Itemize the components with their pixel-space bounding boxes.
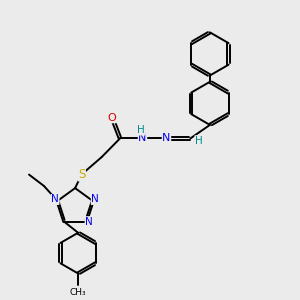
Text: CH₃: CH₃ <box>70 289 86 298</box>
Text: H: H <box>195 136 203 146</box>
Text: N: N <box>85 217 93 227</box>
Text: S: S <box>78 168 85 181</box>
Text: N: N <box>51 194 59 205</box>
Text: N: N <box>162 134 171 143</box>
Text: O: O <box>108 113 116 123</box>
Text: N: N <box>91 194 99 205</box>
Text: N: N <box>138 134 147 143</box>
Text: H: H <box>137 125 145 135</box>
